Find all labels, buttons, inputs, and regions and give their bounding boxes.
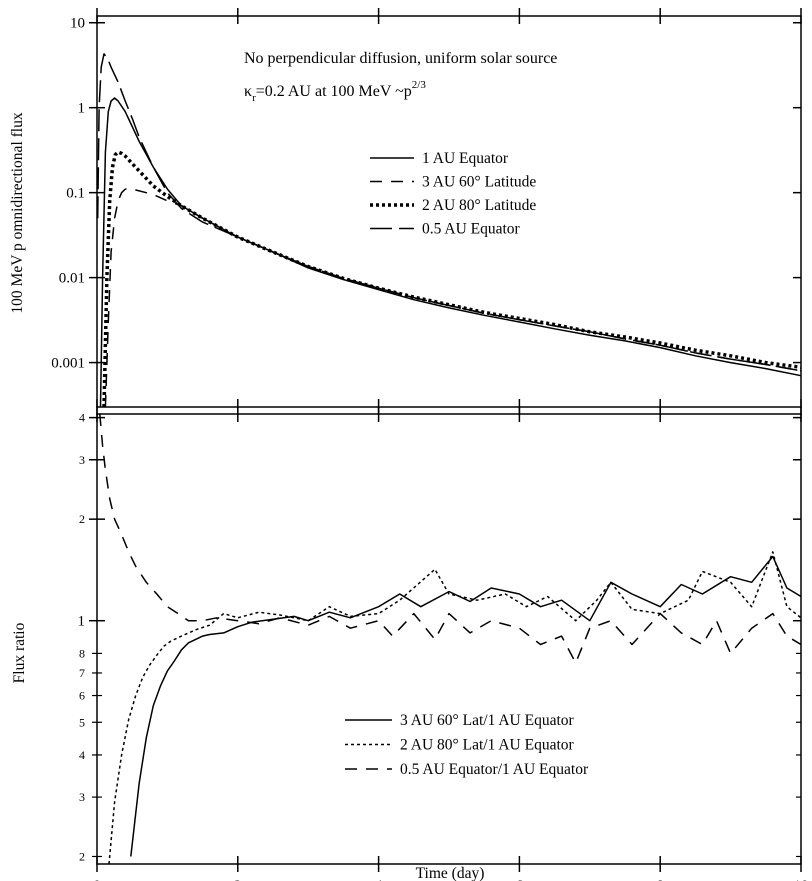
flux-chart: 10 1 0.1 0.01 0.001 No perpendicular diffusi… [9,8,802,415]
flux-chart-annotation-line1: No perpendicular diffusion, uniform sola… [244,50,557,67]
flux-chart-annotation-line2: κr=0.2 AU at 100 MeV ~p2/3 [244,79,426,104]
bottom-y-minor-tick-label: 3 [79,790,85,804]
series-line-0-5-au-equator-1-au-equator [99,413,802,664]
series-line-2-au-80-latitude [102,150,802,408]
series-line-1-au-equator [99,97,802,408]
flux-chart-ylabel: 100 MeV p omnidirectional flux [9,112,26,313]
top-y-tick-label: 10 [70,16,85,32]
bottom-y-minor-tick-label: 5 [79,715,85,729]
series-line-2-au-80-lat-1-au-equator [108,551,802,865]
ratio-chart-ylabel: Flux ratio [11,622,28,683]
kappa-symbol: κ [244,83,252,100]
legend-label-1-au-equator: 1 AU Equator [422,150,509,167]
legend-label-3-au-60-latitude: 3 AU 60° Latitude [422,174,536,191]
x-tick-label: 10 [794,878,809,881]
x-tick-label: 2 [234,878,242,881]
flux-chart-legend: 1 AU Equator 3 AU 60° Latitude 2 AU 80° La… [370,150,536,238]
kappa-subscript: r [252,92,256,104]
series-line-3-au-60-lat-1-au-equator [130,555,802,857]
bottom-y-minor-tick-label: 7 [79,666,85,680]
bottom-y-tick-label: 2 [79,512,85,526]
bottom-y-tick-label: 4 [79,411,85,425]
kappa-formula: =0.2 AU at 100 MeV ~p [256,83,412,100]
ratio-chart-legend: 3 AU 60° Lat/1 AU Equator 2 AU 80° Lat/1 … [345,712,589,778]
bottom-y-tick-label: 3 [79,453,85,467]
top-y-tick-label: 0.001 [51,356,85,372]
ratio-chart-lines [99,413,802,865]
bottom-y-minor-tick-label: 2 [79,849,85,863]
top-y-tick-label: 1 [78,101,86,117]
x-tick-label: 8 [656,878,664,881]
ratio-chart-axes: 0 2 4 6 8 10 4 3 2 1 8 7 6 5 4 3 2 [78,406,809,881]
kappa-exponent: 2/3 [412,79,427,91]
legend-label-0-5-au-equator: 0.5 AU Equator [422,221,521,238]
top-y-tick-label: 0.1 [66,186,85,202]
bottom-y-minor-tick-label: 6 [79,689,85,703]
bottom-y-minor-tick-label: 4 [79,748,85,762]
legend-label-0-5-au-equator-1-au-equator: 0.5 AU Equator/1 AU Equator [400,761,589,778]
legend-label-2-au-80-latitude: 2 AU 80° Latitude [422,197,536,214]
x-tick-label: 0 [93,878,101,881]
top-y-tick-label: 0.01 [59,271,85,287]
legend-label-3-au-60-lat-1-au-equator: 3 AU 60° Lat/1 AU Equator [400,712,575,729]
ratio-chart: 0 2 4 6 8 10 4 3 2 1 8 7 6 5 4 3 2 3 AU 60° Lat/1 AU Equ… [11,406,809,881]
ratio-chart-frame [96,413,802,865]
x-tick-label: 4 [375,878,383,881]
flux-chart-frame [96,15,802,408]
series-line-0-5-au-equator [96,53,802,372]
legend-label-2-au-80-lat-1-au-equator: 2 AU 80° Lat/1 AU Equator [400,737,575,754]
bottom-y-minor-tick-label: 8 [79,646,85,660]
flux-chart-lines [96,53,802,408]
x-tick-label: 6 [516,878,524,881]
bottom-y-tick-label: 1 [78,614,86,630]
ratio-chart-xlabel: Time (day) [416,865,485,881]
